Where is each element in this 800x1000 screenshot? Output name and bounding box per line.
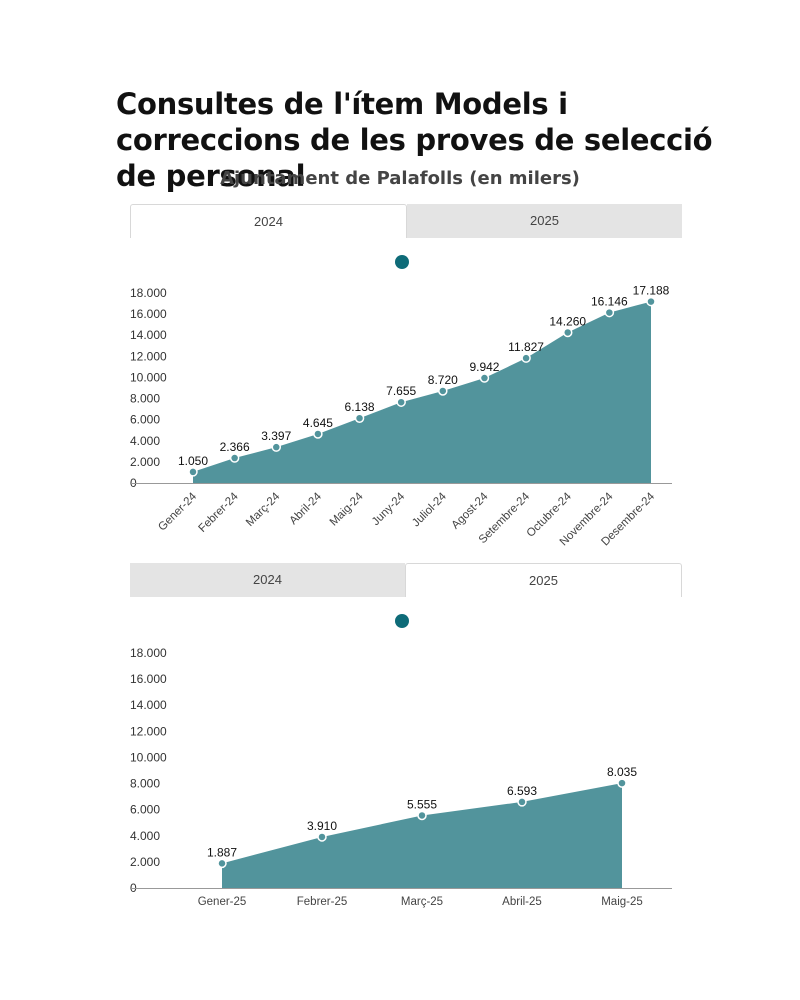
x-tick-label: Març-24: [244, 490, 283, 529]
area-series: [193, 301, 651, 483]
data-label: 17.188: [633, 284, 670, 298]
data-label: 1.887: [207, 845, 237, 859]
data-label: 11.827: [508, 340, 544, 354]
year-tabs-bottom: 2024 2025: [130, 563, 682, 597]
tab-2024[interactable]: 2024: [130, 204, 407, 238]
data-point[interactable]: [317, 832, 327, 842]
area-chart-2024: 02.0004.0006.0008.00010.00012.00014.0001…: [130, 284, 672, 548]
y-tick-label: 8.000: [130, 392, 160, 406]
x-tick-label: Febrer-24: [197, 490, 242, 535]
data-label: 5.555: [407, 797, 437, 811]
x-tick-label: Juny-24: [370, 490, 408, 528]
data-point[interactable]: [479, 373, 490, 383]
data-label: 3.910: [307, 819, 337, 833]
year-tabs-top: 2024 2025: [130, 204, 682, 238]
data-point[interactable]: [604, 307, 615, 318]
data-label: 8.035: [607, 765, 637, 779]
data-point[interactable]: [217, 858, 227, 869]
y-tick-label: 16.000: [130, 672, 167, 686]
y-tick-label: 2.000: [130, 855, 160, 869]
tab-2024[interactable]: 2024: [130, 563, 405, 597]
x-tick-label: Abril-25: [502, 896, 542, 908]
data-point[interactable]: [517, 797, 527, 807]
data-point[interactable]: [521, 353, 531, 363]
tab-2025[interactable]: 2025: [405, 563, 682, 597]
y-tick-label: 8.000: [130, 777, 160, 791]
data-point[interactable]: [646, 296, 656, 307]
x-tick-label: Gener-24: [156, 490, 199, 533]
y-tick-label: 16.000: [130, 307, 167, 321]
data-label: 1.050: [178, 454, 208, 468]
y-tick-label: 10.000: [130, 370, 167, 384]
data-point[interactable]: [438, 386, 448, 396]
data-label: 9.942: [469, 360, 499, 374]
x-tick-label: Juliol-24: [410, 490, 449, 529]
y-tick-label: 18.000: [130, 646, 167, 660]
legend-dot-icon: [395, 614, 409, 628]
area-series: [222, 783, 622, 888]
x-tick-label: Maig-24: [328, 490, 366, 528]
data-point[interactable]: [229, 453, 240, 463]
data-point[interactable]: [617, 778, 627, 788]
data-point[interactable]: [562, 327, 573, 338]
data-point[interactable]: [313, 429, 323, 439]
y-tick-label: 4.000: [130, 829, 160, 843]
data-point[interactable]: [271, 442, 282, 452]
x-tick-label: Gener-25: [198, 896, 247, 908]
x-tick-label: Febrer-25: [297, 896, 348, 908]
y-tick-label: 14.000: [130, 698, 167, 712]
y-tick-label: 6.000: [130, 803, 160, 817]
area-chart-2025: 02.0004.0006.0008.00010.00012.00014.0001…: [130, 646, 672, 908]
data-point[interactable]: [188, 467, 198, 477]
x-tick-label: Març-25: [401, 896, 443, 908]
x-tick-label: Maig-25: [601, 896, 643, 908]
data-label: 14.260: [549, 314, 586, 328]
x-tick-label: Agost-24: [450, 490, 491, 531]
y-tick-label: 2.000: [130, 455, 160, 469]
y-tick-label: 12.000: [130, 724, 167, 738]
y-tick-label: 4.000: [130, 434, 160, 448]
y-tick-label: 18.000: [130, 286, 167, 300]
data-label: 6.593: [507, 784, 537, 798]
data-label: 2.366: [220, 440, 250, 454]
data-point[interactable]: [396, 397, 406, 407]
data-label: 7.655: [386, 384, 416, 398]
x-tick-label: Abril-24: [288, 490, 325, 527]
data-label: 4.645: [303, 416, 333, 430]
y-tick-label: 10.000: [130, 750, 167, 764]
data-label: 3.397: [261, 429, 291, 443]
y-tick-label: 6.000: [130, 413, 160, 427]
data-point[interactable]: [354, 413, 365, 423]
legend-dot-icon: [395, 255, 409, 269]
y-tick-label: 14.000: [130, 328, 167, 342]
tab-2025[interactable]: 2025: [407, 204, 682, 238]
data-label: 8.720: [428, 373, 458, 387]
chart-subtitle: Ajuntament de Palafolls (en milers): [220, 168, 580, 189]
data-point[interactable]: [417, 810, 427, 821]
y-tick-label: 12.000: [130, 349, 167, 363]
chart-title: Consultes de l'ítem Models i correccions…: [116, 87, 713, 193]
data-label: 6.138: [345, 400, 375, 414]
data-label: 16.146: [591, 295, 628, 309]
